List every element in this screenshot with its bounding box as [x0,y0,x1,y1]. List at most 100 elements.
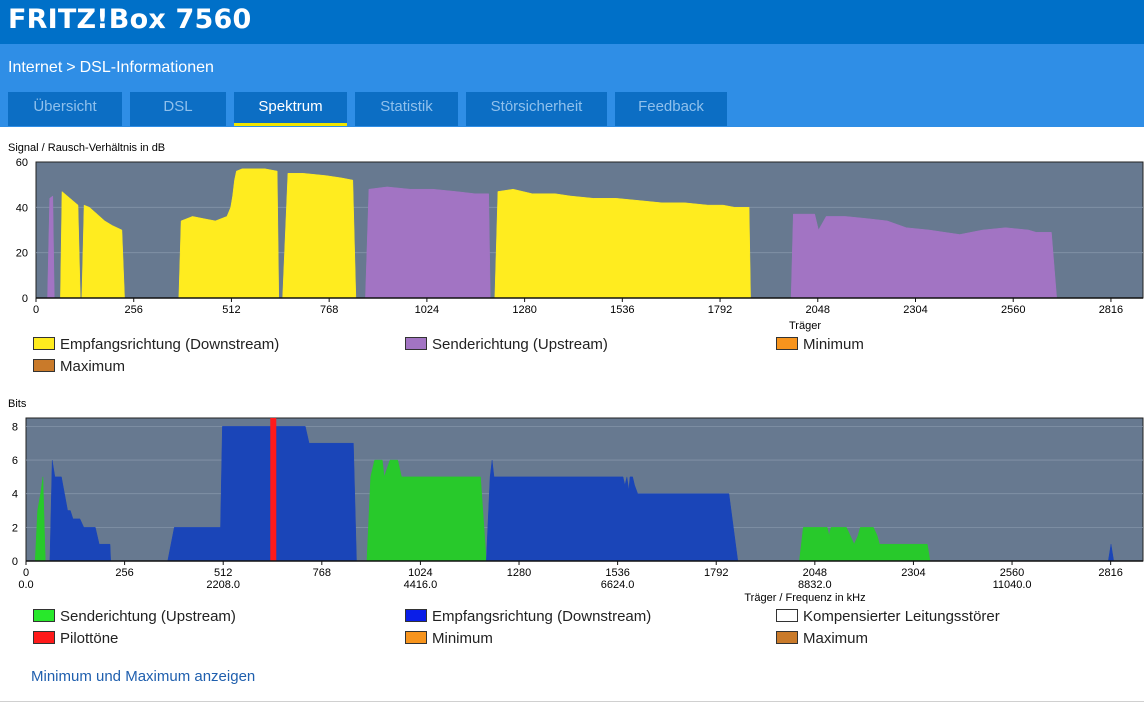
y-tick-label: 60 [16,157,28,169]
legend-label: Empfangsrichtung (Downstream) [432,608,652,625]
compensated-swatch [776,609,798,622]
x-tick-label: 1024 [415,304,439,316]
x-tick-label: 1536 [610,304,634,316]
tab-feedback[interactable]: Feedback [615,92,727,126]
y-tick-label: 20 [16,248,28,260]
x-tick-khz-label: 4416.0 [404,579,438,591]
tab-dsl[interactable]: DSL [130,92,226,126]
x-tick-label: 1280 [507,567,531,579]
x-tick-khz-label: 2208.0 [206,579,240,591]
legend-label: Empfangsrichtung (Downstream) [60,336,280,353]
series-area [365,186,491,299]
breadcrumb: Internet > DSL-Informationen [8,59,214,77]
sub-header-bar: Internet > DSL-Informationen Übersicht DSL… [0,44,1144,127]
snr-chart-title: Signal / Rausch-Verhältnis in dB [8,142,166,154]
legend-label: Senderichtung (Upstream) [432,336,608,353]
x-tick-label: 512 [222,304,240,316]
x-tick-label: 2304 [903,304,927,316]
y-tick-label: 6 [12,455,18,467]
snr-chart: 0 20 40 60 0 256 512 768 1024 1280 1536 1792 2048 230… [16,157,1144,332]
legend-label: Maximum [803,630,869,647]
downstream-swatch [33,337,55,350]
divider [0,701,1144,702]
upstream-swatch [405,337,427,350]
legend-label: Maximum [60,358,126,375]
legend-downstream-bits: Empfangsrichtung (Downstream) [405,608,651,625]
minimum-swatch [405,631,427,644]
series-area [494,188,751,299]
x-tick-label: 2048 [803,567,827,579]
series-area [282,173,357,299]
pilot-swatch [33,631,55,644]
y-tick-label: 0 [22,293,28,305]
x-tick-label: 2560 [1001,304,1025,316]
breadcrumb-current: DSL-Informationen [79,59,214,76]
legend-label: Kompensierter Leitungsstörer [803,608,1000,625]
legend-minimum-snr: Minimum [776,336,864,353]
y-tick-label: 40 [16,202,28,214]
legend-upstream-bits: Senderichtung (Upstream) [33,608,236,625]
y-tick-label: 2 [12,522,18,534]
x-tick-label: 1536 [605,567,629,579]
upstream-swatch [33,609,55,622]
x-tick-khz-label: 8832.0 [798,579,832,591]
x-tick-label: 0 [23,567,29,579]
legend-label: Minimum [803,336,864,353]
x-tick-label: 2560 [1000,567,1024,579]
bits-chart: 0 2 4 6 8 0 256 512 768 1024 1280 1536 1792 2048 2304 2… [12,417,1144,604]
pilot-tone-marker [270,418,277,561]
legend-compensated: Kompensierter Leitungsstörer [776,608,1000,625]
tab-uebersicht[interactable]: Übersicht [8,92,122,126]
legend-downstream-snr: Empfangsrichtung (Downstream) [33,336,279,353]
x-tick-khz-label: 11040.0 [993,579,1032,591]
series-area [49,460,111,562]
x-axis-label: Träger / Frequenz in kHz [744,592,865,604]
y-tick-label: 4 [12,489,18,501]
legend-maximum-bits: Maximum [776,630,868,647]
breadcrumb-parent[interactable]: Internet [8,59,63,76]
tab-statistik[interactable]: Statistik [355,92,458,126]
series-area [366,459,487,562]
x-axis-label: Träger [789,320,821,332]
x-tick-label: 2048 [806,304,830,316]
x-tick-label: 512 [214,567,232,579]
legend-minimum-bits: Minimum [405,630,493,647]
x-tick-label: 1024 [408,567,432,579]
maximum-swatch [776,631,798,644]
legend-pilot: Pilottöne [33,630,118,647]
x-tick-khz-label: 0.0 [18,579,33,591]
bits-chart-title: Bits [8,398,27,410]
maximum-swatch [33,359,55,372]
y-tick-label: 8 [12,421,18,433]
legend-label: Senderichtung (Upstream) [60,608,236,625]
x-tick-label: 1792 [708,304,732,316]
tab-stoersicherheit[interactable]: Störsicherheit [466,92,607,126]
minimum-swatch [776,337,798,350]
x-tick-label: 1792 [704,567,728,579]
legend-label: Minimum [432,630,493,647]
legend-maximum-snr: Maximum [33,358,125,375]
downstream-swatch [405,609,427,622]
legend-label: Pilottöne [60,630,119,647]
series-area [799,527,931,562]
series-area [178,168,280,299]
x-tick-label: 1280 [512,304,536,316]
x-tick-label: 768 [320,304,338,316]
series-area [790,213,1057,299]
series-area [60,190,81,299]
series-area [486,460,739,562]
series-area [81,204,125,299]
chevron-right-icon: > [66,59,76,76]
x-tick-label: 768 [313,567,331,579]
app-title: FRITZ!Box 7560 [8,4,252,35]
x-tick-label: 256 [125,304,143,316]
x-tick-khz-label: 6624.0 [601,579,635,591]
x-tick-label: 2304 [901,567,925,579]
x-tick-label: 256 [115,567,133,579]
legend-upstream-snr: Senderichtung (Upstream) [405,336,608,353]
y-tick-label: 0 [12,556,18,568]
show-min-max-link[interactable]: Minimum und Maximum anzeigen [31,668,256,685]
x-tick-label: 2816 [1098,567,1122,579]
top-header-bar: FRITZ!Box 7560 [0,0,1144,44]
tab-spektrum[interactable]: Spektrum [234,92,347,126]
